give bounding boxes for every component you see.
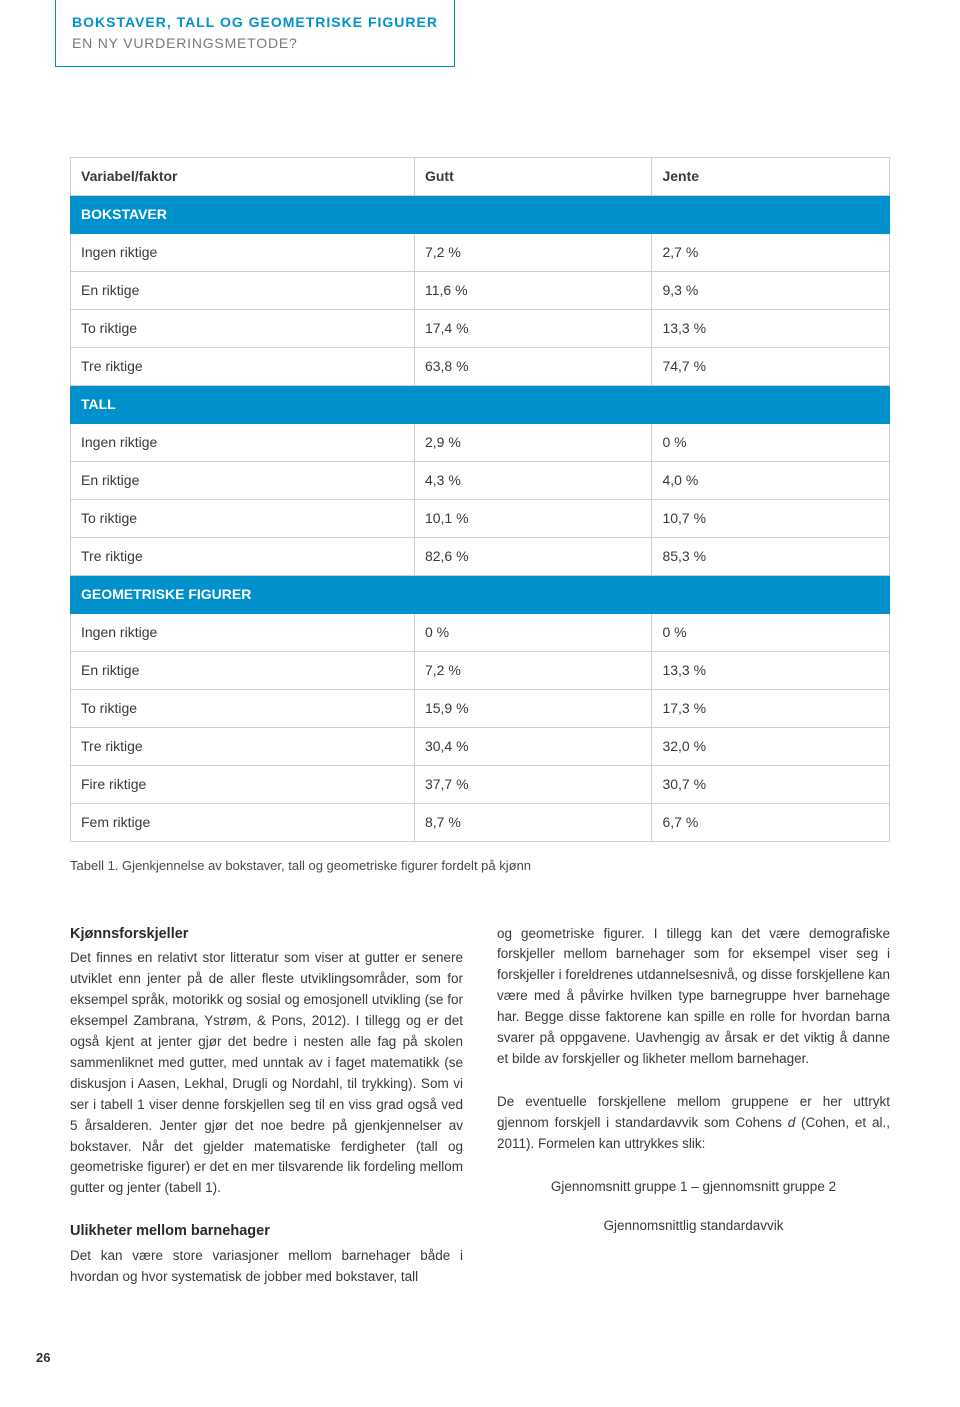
row-value: 10,1 % [414,500,652,538]
row-value: 11,6 % [414,272,652,310]
table-row: Ingen riktige2,9 %0 % [71,424,890,462]
table-header-row: Variabel/faktor Gutt Jente [71,158,890,196]
table-row: Tre riktige63,8 %74,7 % [71,348,890,386]
para-kjonnsforskjeller: Det finnes en relativt stor litteratur s… [70,948,463,1199]
section-empty [414,576,652,614]
table-row: To riktige17,4 %13,3 % [71,310,890,348]
para-ulikheter: Det kan være store variasjoner mellom ba… [70,1246,463,1288]
header-subtitle: EN NY VURDERINGSMETODE? [72,33,438,54]
header-title: BOKSTAVER, TALL OG GEOMETRISKE FIGURER [72,12,438,33]
row-label: Tre riktige [71,728,415,766]
para-right-1: og geometriske figurer. I tillegg kan de… [497,924,890,1070]
table-row: To riktige15,9 %17,3 % [71,690,890,728]
heading-ulikheter: Ulikheter mellom barnehager [70,1221,463,1243]
section-empty [652,386,890,424]
row-label: Tre riktige [71,348,415,386]
row-label: En riktige [71,462,415,500]
col-header-jente: Jente [652,158,890,196]
right-column: og geometriske figurer. I tillegg kan de… [497,924,890,1310]
row-value: 7,2 % [414,652,652,690]
row-value: 9,3 % [652,272,890,310]
table-section-row: BOKSTAVER [71,196,890,234]
row-value: 8,7 % [414,804,652,842]
row-label: Ingen riktige [71,614,415,652]
row-label: En riktige [71,652,415,690]
para-right-2: De eventuelle forskjellene mellom gruppe… [497,1092,890,1155]
heading-kjonnsforskjeller: Kjønnsforskjeller [70,924,463,946]
row-value: 32,0 % [652,728,890,766]
table-row: En riktige7,2 %13,3 % [71,652,890,690]
table-caption: Tabell 1. Gjenkjennelse av bokstaver, ta… [70,856,890,876]
row-label: Fem riktige [71,804,415,842]
row-value: 4,0 % [652,462,890,500]
table-row: Ingen riktige0 %0 % [71,614,890,652]
table-row: Tre riktige82,6 %85,3 % [71,538,890,576]
col-header-variable: Variabel/faktor [71,158,415,196]
row-value: 15,9 % [414,690,652,728]
row-label: Fire riktige [71,766,415,804]
row-value: 17,3 % [652,690,890,728]
formula-line-1: Gjennomsnitt gruppe 1 – gjennomsnitt gru… [497,1177,890,1198]
row-value: 2,9 % [414,424,652,462]
table-row: Ingen riktige7,2 %2,7 % [71,234,890,272]
row-value: 10,7 % [652,500,890,538]
text-columns: Kjønnsforskjeller Det finnes en relativt… [70,924,890,1310]
row-value: 2,7 % [652,234,890,272]
formula-line-2: Gjennomsnittlig standardavvik [497,1216,890,1237]
row-value: 0 % [652,614,890,652]
row-value: 13,3 % [652,310,890,348]
section-empty [652,196,890,234]
row-value: 0 % [414,614,652,652]
col-header-gutt: Gutt [414,158,652,196]
table-row: Tre riktige30,4 %32,0 % [71,728,890,766]
row-value: 6,7 % [652,804,890,842]
row-label: Ingen riktige [71,234,415,272]
row-value: 30,4 % [414,728,652,766]
table-row: To riktige10,1 %10,7 % [71,500,890,538]
table-row: Fem riktige8,7 %6,7 % [71,804,890,842]
table-section-row: TALL [71,386,890,424]
row-value: 17,4 % [414,310,652,348]
row-value: 85,3 % [652,538,890,576]
header-box: BOKSTAVER, TALL OG GEOMETRISKE FIGURER E… [55,0,455,67]
row-value: 37,7 % [414,766,652,804]
table-row: En riktige4,3 %4,0 % [71,462,890,500]
left-column: Kjønnsforskjeller Det finnes en relativt… [70,924,463,1310]
section-label: TALL [71,386,415,424]
section-empty [652,576,890,614]
row-label: To riktige [71,690,415,728]
table-row: Fire riktige37,7 %30,7 % [71,766,890,804]
row-value: 74,7 % [652,348,890,386]
row-label: To riktige [71,500,415,538]
row-value: 0 % [652,424,890,462]
table-row: En riktige11,6 %9,3 % [71,272,890,310]
data-table: Variabel/faktor Gutt Jente BOKSTAVERInge… [70,157,890,842]
row-value: 7,2 % [414,234,652,272]
row-value: 30,7 % [652,766,890,804]
row-value: 4,3 % [414,462,652,500]
row-label: Ingen riktige [71,424,415,462]
row-value: 63,8 % [414,348,652,386]
row-label: To riktige [71,310,415,348]
formula-block: Gjennomsnitt gruppe 1 – gjennomsnitt gru… [497,1177,890,1237]
section-empty [414,386,652,424]
row-value: 13,3 % [652,652,890,690]
row-value: 82,6 % [414,538,652,576]
section-label: GEOMETRISKE FIGURER [71,576,415,614]
row-label: En riktige [71,272,415,310]
section-label: BOKSTAVER [71,196,415,234]
table-section-row: GEOMETRISKE FIGURER [71,576,890,614]
page-number: 26 [36,1348,890,1368]
section-empty [414,196,652,234]
row-label: Tre riktige [71,538,415,576]
